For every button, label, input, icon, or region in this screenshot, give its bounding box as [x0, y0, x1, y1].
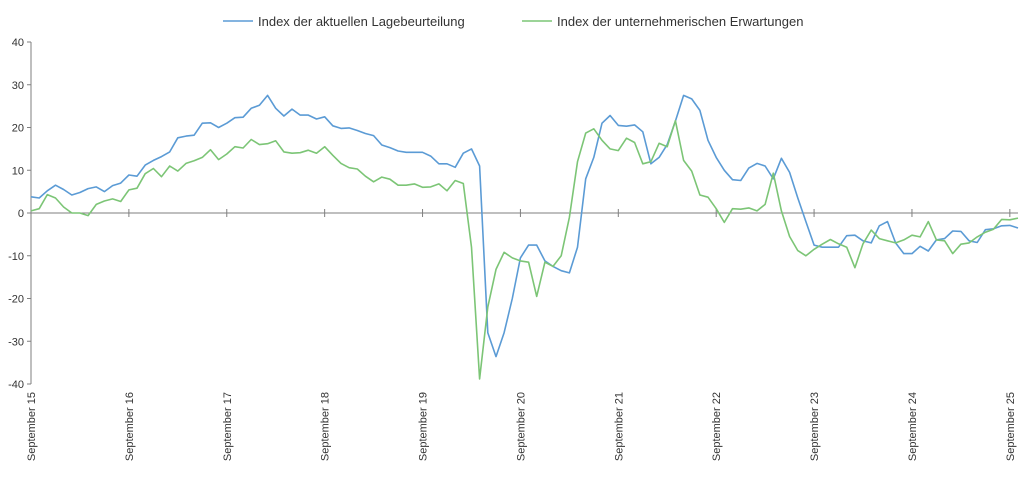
x-tick-label: September 16	[124, 392, 136, 461]
y-tick-label: -20	[8, 294, 24, 306]
series-line-2	[30, 119, 1019, 380]
y-tick-label: -10	[8, 251, 24, 263]
y-tick-label: 20	[12, 123, 24, 135]
y-tick-label: 30	[12, 80, 24, 92]
x-tick-label: September 21	[613, 392, 625, 461]
y-tick-label: 40	[12, 37, 24, 49]
y-tick-label: 10	[12, 165, 24, 177]
x-tick-label: September 15	[26, 392, 38, 461]
x-axis-ticks: September 15 September 16 September 17 Sept…	[26, 209, 1017, 461]
y-tick-label: -40	[8, 379, 24, 391]
legend-label-series-1: Index der aktuellen Lagebeurteilung	[258, 14, 465, 29]
x-tick-label: September 22	[711, 392, 723, 461]
x-tick-label: September 18	[320, 392, 332, 461]
series-lines	[30, 94, 1019, 380]
x-tick-label: September 20	[515, 392, 527, 461]
series-line-1	[30, 94, 1019, 358]
axes	[30, 42, 1018, 384]
x-tick-label: September 24	[907, 392, 919, 461]
x-tick-label: September 23	[809, 392, 821, 461]
y-tick-label: -30	[8, 336, 24, 348]
x-tick-label: September 17	[222, 392, 234, 461]
x-tick-label: September 25	[1005, 392, 1017, 461]
y-tick-label: 0	[18, 208, 24, 220]
legend-label-series-2: Index der unternehmerischen Erwartungen	[557, 14, 803, 29]
y-axis-ticks: -40 -30 -20 -10 0 10 20 30 40	[8, 37, 31, 391]
legend: Index der aktuellen Lagebeurteilung Inde…	[223, 14, 803, 29]
x-tick-label: September 19	[418, 392, 430, 461]
